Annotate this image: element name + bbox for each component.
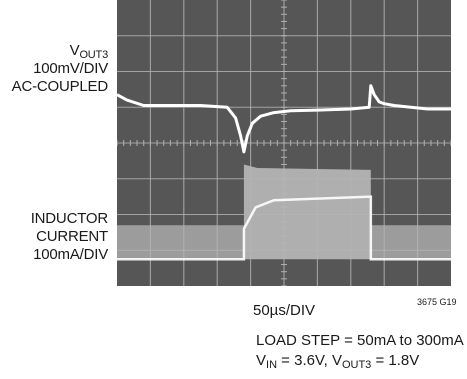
- condition-voltages: VIN = 3.6V, VOUT3 = 1.8V: [256, 352, 420, 371]
- channel1-name: VOUT3: [69, 42, 109, 61]
- channel2-name-line1: INDUCTOR: [30, 210, 108, 227]
- current-lower-edge: [117, 195, 451, 261]
- voltage-trace: [117, 84, 451, 154]
- current-band-low: [370, 225, 451, 260]
- oscilloscope-screen: [117, 0, 451, 286]
- channel1-coupling: AC-COUPLED: [11, 78, 109, 95]
- current-band-low: [117, 225, 244, 260]
- channel1-label: VOUT3 100mV/DIV AC-COUPLED: [0, 42, 109, 96]
- figure-code: 3675 G19: [417, 297, 457, 307]
- channel1-scale: 100mV/DIV: [33, 60, 108, 77]
- current-band-high: [243, 164, 371, 260]
- channel2-label: INDUCTOR CURRENT 100mA/DIV: [0, 210, 108, 264]
- inductor-current-trace: [117, 164, 451, 261]
- condition-load-step: LOAD STEP = 50mA to 300mA: [256, 332, 464, 349]
- channel2-scale: 100mA/DIV: [33, 246, 108, 263]
- channel2-name-line2: CURRENT: [36, 228, 108, 245]
- timebase-label: 50µs/DIV: [253, 302, 315, 319]
